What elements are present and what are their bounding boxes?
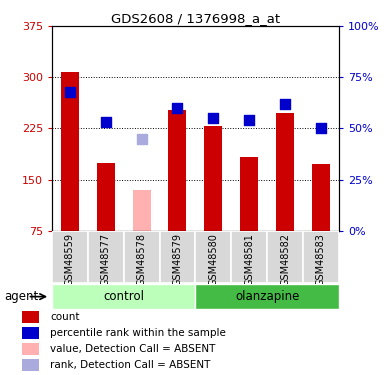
Bar	[267, 231, 303, 283]
Bar	[124, 231, 159, 283]
Bar	[204, 126, 222, 231]
Text: GSM48577: GSM48577	[101, 233, 111, 286]
Bar	[52, 284, 195, 309]
Text: count: count	[50, 312, 80, 322]
Bar	[169, 110, 186, 231]
Text: GSM48582: GSM48582	[280, 233, 290, 286]
Text: olanzapine: olanzapine	[235, 290, 299, 303]
Bar	[22, 311, 39, 323]
Bar	[22, 327, 39, 339]
Bar	[231, 231, 267, 283]
Text: control: control	[103, 290, 144, 303]
Bar	[312, 164, 330, 231]
Point	[174, 105, 181, 111]
Bar	[133, 190, 151, 231]
Bar	[52, 231, 88, 283]
Bar	[97, 162, 115, 231]
Bar	[303, 231, 339, 283]
Bar	[240, 157, 258, 231]
Bar	[22, 343, 39, 355]
Text: GSM48580: GSM48580	[208, 233, 218, 286]
Text: GSM48578: GSM48578	[137, 233, 147, 286]
Title: GDS2608 / 1376998_a_at: GDS2608 / 1376998_a_at	[111, 12, 280, 25]
Point	[282, 101, 288, 107]
Bar	[22, 359, 39, 370]
Point	[210, 115, 216, 121]
Text: agent: agent	[4, 290, 38, 303]
Point	[246, 117, 252, 123]
Point	[139, 136, 145, 142]
Text: rank, Detection Call = ABSENT: rank, Detection Call = ABSENT	[50, 360, 211, 370]
Text: GSM48579: GSM48579	[172, 233, 182, 286]
Text: GSM48581: GSM48581	[244, 233, 254, 286]
Point	[67, 88, 73, 94]
Bar	[276, 113, 294, 231]
Text: percentile rank within the sample: percentile rank within the sample	[50, 328, 226, 338]
Bar	[61, 72, 79, 231]
Bar	[88, 231, 124, 283]
Point	[103, 119, 109, 125]
Text: GSM48559: GSM48559	[65, 233, 75, 286]
Text: value, Detection Call = ABSENT: value, Detection Call = ABSENT	[50, 344, 216, 354]
Point	[318, 125, 324, 132]
Text: GSM48583: GSM48583	[316, 233, 326, 286]
Bar	[195, 231, 231, 283]
Bar	[159, 231, 196, 283]
Bar	[195, 284, 339, 309]
